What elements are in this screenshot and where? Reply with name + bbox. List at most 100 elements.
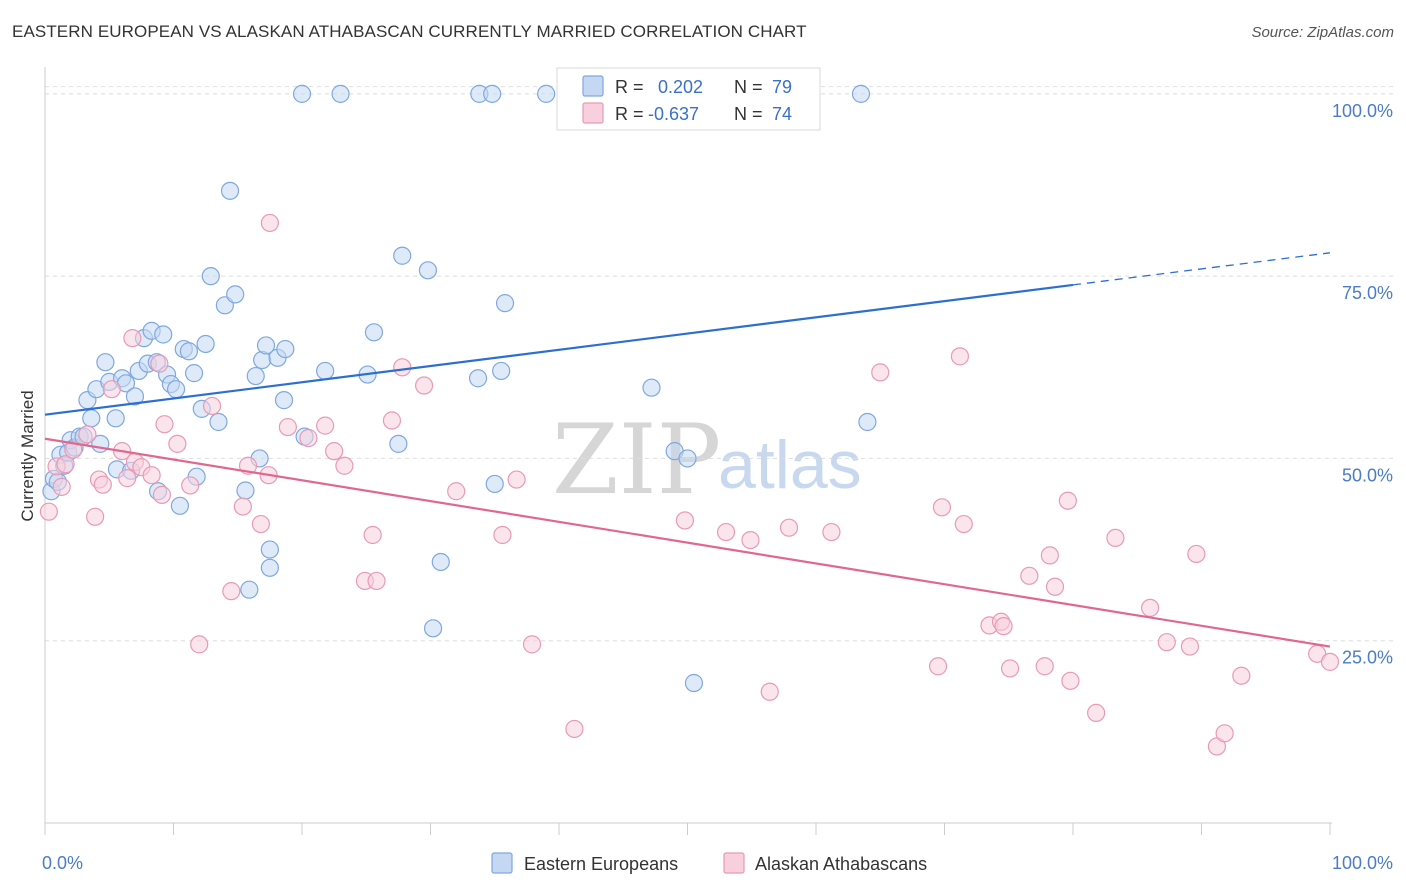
data-point bbox=[522, 635, 542, 654]
data-point bbox=[1087, 703, 1106, 723]
data-point bbox=[166, 380, 186, 399]
data-point bbox=[537, 84, 556, 103]
data-point bbox=[142, 466, 161, 485]
data-point bbox=[154, 325, 173, 344]
data-point bbox=[56, 455, 75, 474]
legend-r-value-1: 0.202 bbox=[658, 77, 703, 97]
y-axis-label: Currently Married bbox=[18, 390, 37, 521]
data-point bbox=[220, 181, 240, 200]
data-point bbox=[495, 294, 515, 313]
data-point bbox=[209, 412, 228, 432]
data-point bbox=[447, 482, 466, 501]
data-point bbox=[260, 213, 279, 233]
data-point bbox=[1106, 528, 1125, 548]
data-point bbox=[170, 496, 190, 515]
data-point bbox=[123, 329, 142, 348]
data-point bbox=[256, 336, 276, 355]
series-legend: Eastern Europeans Alaskan Athabascans bbox=[491, 852, 927, 874]
data-point bbox=[316, 416, 335, 435]
legend-n-value-1: 79 bbox=[772, 77, 792, 97]
data-point bbox=[184, 364, 204, 383]
data-point bbox=[102, 380, 121, 399]
data-point bbox=[93, 475, 112, 494]
source-credit: Source: ZipAtlas.com bbox=[1251, 24, 1394, 41]
data-point bbox=[1215, 724, 1234, 743]
chart-title: EASTERN EUROPEAN VS ALASKAN ATHABASCAN C… bbox=[12, 22, 807, 41]
data-point bbox=[1232, 666, 1251, 685]
data-point bbox=[260, 540, 279, 559]
data-point bbox=[181, 476, 200, 495]
data-point bbox=[954, 514, 973, 534]
data-point bbox=[675, 511, 695, 530]
watermark: ZIP atlas bbox=[552, 404, 862, 516]
trend-line-eastern-europeans-extension bbox=[1072, 252, 1331, 286]
data-point bbox=[118, 469, 137, 488]
data-point bbox=[125, 387, 145, 406]
data-point bbox=[1180, 637, 1200, 656]
data-point bbox=[393, 358, 412, 377]
legend-r-value-2: -0.637 bbox=[648, 104, 699, 124]
legend-n-value-2: 74 bbox=[772, 104, 792, 124]
data-point bbox=[251, 514, 270, 534]
x-tick-label: 0.0% bbox=[42, 853, 83, 873]
data-point bbox=[367, 571, 386, 591]
legend-r-label-2: R = bbox=[615, 104, 644, 124]
legend-n-label-1: N = bbox=[734, 77, 763, 97]
data-point bbox=[928, 657, 948, 676]
data-point bbox=[246, 366, 265, 386]
data-point bbox=[741, 530, 760, 550]
data-point bbox=[1020, 566, 1039, 585]
y-tick-label: 100.0% bbox=[1332, 101, 1393, 121]
data-point bbox=[382, 411, 402, 430]
data-point bbox=[292, 84, 312, 103]
data-point bbox=[418, 261, 438, 280]
data-point bbox=[1040, 546, 1059, 565]
data-point bbox=[684, 673, 704, 693]
data-point bbox=[150, 354, 169, 373]
data-point bbox=[822, 522, 841, 542]
data-point bbox=[393, 246, 412, 265]
data-point bbox=[414, 376, 434, 395]
data-point bbox=[1035, 657, 1054, 676]
data-point bbox=[994, 617, 1013, 636]
data-point bbox=[274, 391, 294, 410]
data-point bbox=[431, 552, 450, 572]
legend-swatch-blue bbox=[582, 75, 604, 97]
data-point bbox=[82, 409, 101, 428]
series-legend-label-2: Alaskan Athabascans bbox=[755, 854, 927, 874]
data-point bbox=[1061, 671, 1080, 690]
data-point bbox=[1000, 659, 1020, 678]
data-point bbox=[858, 412, 877, 432]
data-point bbox=[201, 267, 220, 286]
data-point bbox=[760, 682, 779, 701]
data-point bbox=[468, 369, 488, 388]
series-eastern-europeans bbox=[42, 84, 877, 693]
tick-labels: 25.0% 50.0% 75.0% 100.0% 0.0% 100.0% bbox=[42, 101, 1393, 873]
stats-legend: R = 0.202 N = 79 R = -0.637 N = 74 bbox=[556, 67, 821, 131]
x-tick-label: 100.0% bbox=[1332, 853, 1393, 873]
watermark-atlas: atlas bbox=[718, 427, 862, 503]
axes bbox=[44, 67, 1332, 835]
data-point bbox=[950, 347, 970, 366]
data-point bbox=[152, 485, 172, 504]
data-point bbox=[39, 502, 58, 521]
data-point bbox=[202, 396, 222, 416]
data-point bbox=[716, 522, 736, 542]
data-point bbox=[1320, 652, 1340, 671]
data-point bbox=[1045, 577, 1065, 596]
data-point bbox=[222, 582, 241, 601]
data-point bbox=[325, 442, 344, 461]
data-point bbox=[316, 361, 335, 381]
data-point bbox=[1058, 491, 1077, 510]
data-point bbox=[331, 84, 350, 103]
trend-line-eastern-europeans bbox=[44, 283, 1074, 416]
y-tick-label: 50.0% bbox=[1342, 465, 1393, 485]
data-point bbox=[363, 525, 382, 545]
series-legend-label-1: Eastern Europeans bbox=[524, 854, 678, 874]
legend-swatch-pink bbox=[582, 102, 604, 124]
data-point bbox=[236, 481, 255, 500]
trend-line-alaskan-athabascans bbox=[44, 437, 1331, 648]
series-legend-swatch-pink bbox=[723, 852, 745, 874]
data-point bbox=[240, 580, 259, 599]
